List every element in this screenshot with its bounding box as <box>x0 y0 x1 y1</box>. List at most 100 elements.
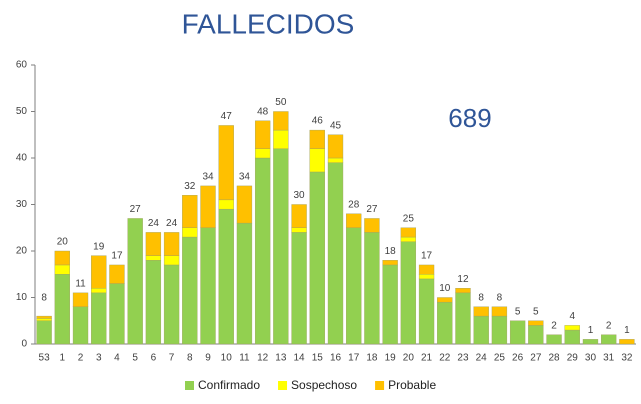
total-label: 8 <box>478 292 484 303</box>
bar-segment <box>72 292 89 308</box>
bar-segment <box>109 264 125 284</box>
bar-segment <box>218 125 234 201</box>
x-tick-label: 53 <box>39 353 51 364</box>
bar-segment <box>182 227 198 238</box>
bar-segment <box>200 185 216 228</box>
bar-segment <box>400 241 417 345</box>
bar-segment <box>346 227 362 345</box>
x-tick-label: 8 <box>187 353 193 364</box>
x-tick-label: 13 <box>275 353 287 364</box>
total-label: 10 <box>439 283 451 294</box>
y-tick-label: 20 <box>16 246 28 257</box>
total-label: 32 <box>184 181 196 192</box>
bar-segment <box>473 306 489 317</box>
x-tick-label: 3 <box>96 353 102 364</box>
bar-segment <box>145 255 162 261</box>
total-label: 25 <box>403 213 415 224</box>
bar-segment <box>200 227 216 345</box>
x-tick-label: 32 <box>621 353 633 364</box>
bar-segment <box>382 260 398 266</box>
x-tick-label: 26 <box>512 353 524 364</box>
total-label: 5 <box>533 306 539 317</box>
total-label: 5 <box>515 306 521 317</box>
bar-segment <box>327 134 344 159</box>
x-tick-label: 25 <box>494 353 506 364</box>
bar-segment <box>163 264 180 345</box>
x-tick-label: 10 <box>221 353 233 364</box>
bar-segment <box>109 283 125 345</box>
total-label: 4 <box>569 311 575 322</box>
bar-segment <box>218 208 234 345</box>
x-tick-label: 1 <box>60 353 66 364</box>
bar-segment <box>437 301 453 345</box>
total-label: 30 <box>294 190 306 201</box>
bar-segment <box>36 318 52 321</box>
y-tick-label: 0 <box>21 339 27 350</box>
total-label: 8 <box>497 292 503 303</box>
bar-segment <box>91 255 107 289</box>
bar-segment <box>582 339 599 345</box>
total-label: 18 <box>385 246 397 257</box>
bar-segment <box>491 306 508 317</box>
total-label: 50 <box>275 97 287 108</box>
bar-segment <box>291 204 307 228</box>
bar-segment <box>619 339 635 345</box>
bar-segment <box>163 255 180 266</box>
bar-segment <box>418 278 435 345</box>
total-label: 34 <box>239 172 251 183</box>
bar-segment <box>400 236 417 242</box>
bar-segment <box>346 213 362 228</box>
x-tick-label: 17 <box>348 353 360 364</box>
bar-segment <box>364 232 380 345</box>
x-tick-label: 22 <box>439 353 451 364</box>
total-label: 1 <box>588 325 594 336</box>
bar-segment <box>400 227 417 238</box>
total-label: 28 <box>348 199 360 210</box>
bar-segment <box>382 264 398 345</box>
bar-segment <box>528 320 544 326</box>
total-label: 8 <box>41 292 47 303</box>
legend-swatch <box>375 381 385 390</box>
chart-title: FALLECIDOS <box>182 8 355 39</box>
bar-segment <box>418 274 435 280</box>
bar-segment <box>91 292 107 345</box>
bar-segment <box>327 162 344 345</box>
bar-segment <box>437 297 453 303</box>
total-label: 19 <box>93 241 105 252</box>
bar-segment <box>254 157 271 345</box>
bar-segment <box>36 320 52 345</box>
bar-segment <box>601 334 617 345</box>
bar-segment <box>145 232 162 256</box>
x-tick-label: 21 <box>421 353 433 364</box>
bar-segment <box>163 232 180 256</box>
bar-segment <box>54 274 70 345</box>
total-label: 11 <box>75 278 86 289</box>
bar-segment <box>455 292 471 345</box>
bar-segment <box>509 320 526 345</box>
bar-segment <box>327 157 344 163</box>
legend-label: Sospechoso <box>291 378 357 392</box>
total-label: 2 <box>551 320 557 331</box>
bar-segment <box>564 325 580 331</box>
x-tick-label: 30 <box>585 353 597 364</box>
bar-segment <box>309 129 325 149</box>
total-label: 46 <box>312 116 324 127</box>
x-tick-label: 24 <box>476 353 488 364</box>
total-label: 45 <box>330 120 342 131</box>
x-tick-label: 20 <box>403 353 415 364</box>
bar-segment <box>236 222 253 345</box>
bar-segment <box>418 264 435 275</box>
total-label: 1 <box>624 325 630 336</box>
bar-segment <box>546 334 562 345</box>
y-tick-label: 50 <box>16 106 28 117</box>
legend-label: Confirmado <box>198 378 260 392</box>
total-label: 34 <box>202 172 214 183</box>
total-label: 47 <box>221 111 233 122</box>
bar-segment <box>236 185 253 224</box>
bar-segment <box>473 315 489 345</box>
total-label: 17 <box>421 251 433 262</box>
y-tick-label: 10 <box>16 292 28 303</box>
x-tick-label: 16 <box>330 353 342 364</box>
bar-segment <box>291 227 307 233</box>
